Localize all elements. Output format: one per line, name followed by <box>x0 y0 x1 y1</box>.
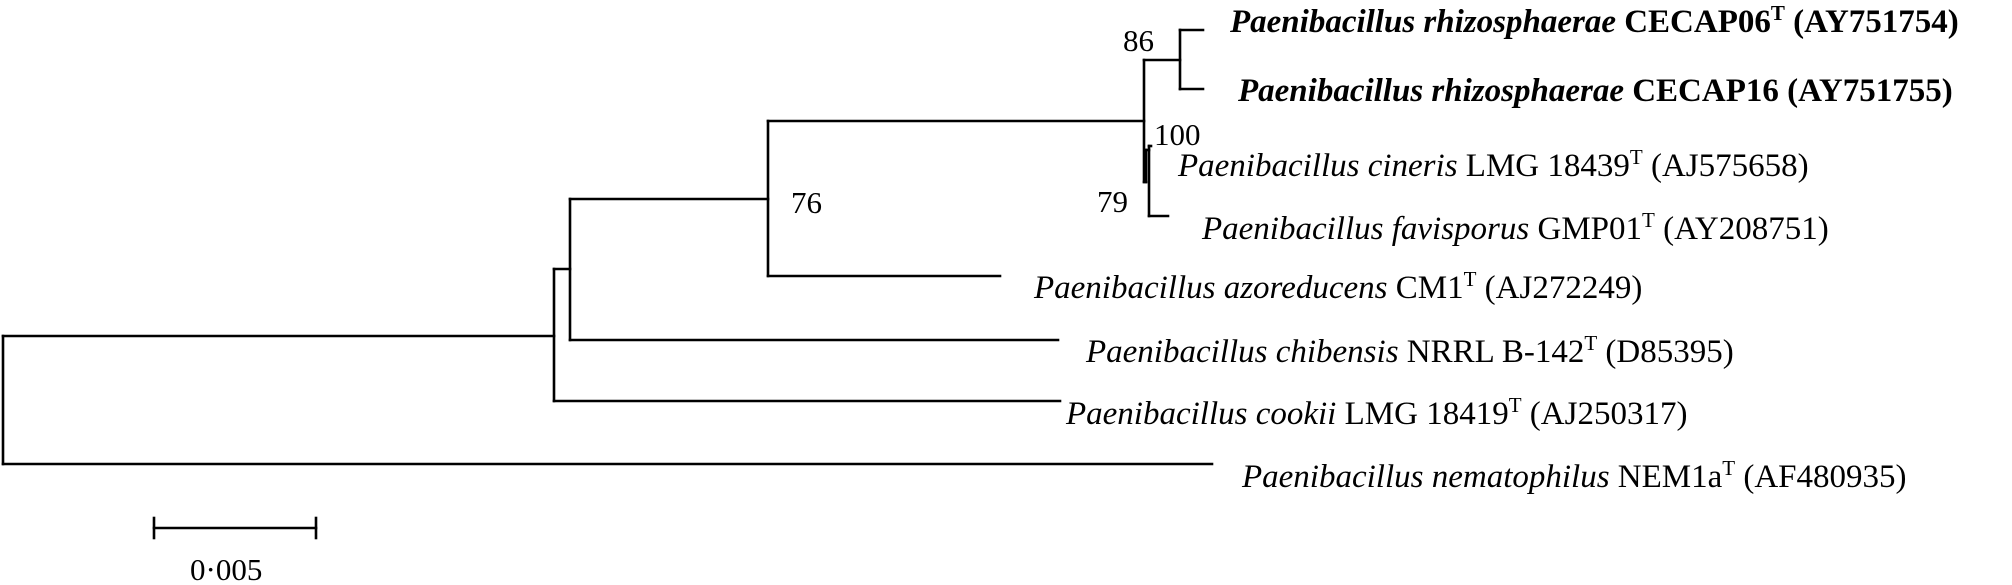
scale-bar-label: 0·005 <box>190 552 262 585</box>
taxon-label-rhizosphaerae-cecap06: Paenibacillus rhizosphaerae CECAP06T (AY… <box>1229 0 1959 40</box>
bootstrap-value: 100 <box>1154 117 1201 152</box>
taxon-label-chibensis: Paenibacillus chibensis NRRL B-142T (D85… <box>1085 322 1734 370</box>
tree-branches <box>1 28 1214 466</box>
bootstrap-value: 79 <box>1097 184 1128 219</box>
bootstrap-value: 86 <box>1123 23 1154 58</box>
taxon-label-cookii: Paenibacillus cookii LMG 18419T (AJ25031… <box>1065 384 1687 432</box>
taxon-label-azoreducens: Paenibacillus azoreducens CM1T (AJ272249… <box>1033 258 1642 306</box>
bootstrap-value: 76 <box>791 185 822 220</box>
taxon-label-cineris: Paenibacillus cineris LMG 18439T (AJ5756… <box>1177 136 1809 184</box>
taxon-label-rhizosphaerae-cecap16: Paenibacillus rhizosphaerae CECAP16 (AY7… <box>1237 73 1953 109</box>
taxon-label-nematophilus: Paenibacillus nematophilus NEM1aT (AF480… <box>1241 447 1907 495</box>
bootstrap-values: 86 100 79 76 <box>791 23 1201 220</box>
taxon-label-favisporus: Paenibacillus favisporus GMP01T (AY20875… <box>1201 199 1829 247</box>
taxon-labels: Paenibacillus rhizosphaerae CECAP06T (AY… <box>1033 0 1959 495</box>
scale-bar: 0·005 <box>152 516 318 585</box>
